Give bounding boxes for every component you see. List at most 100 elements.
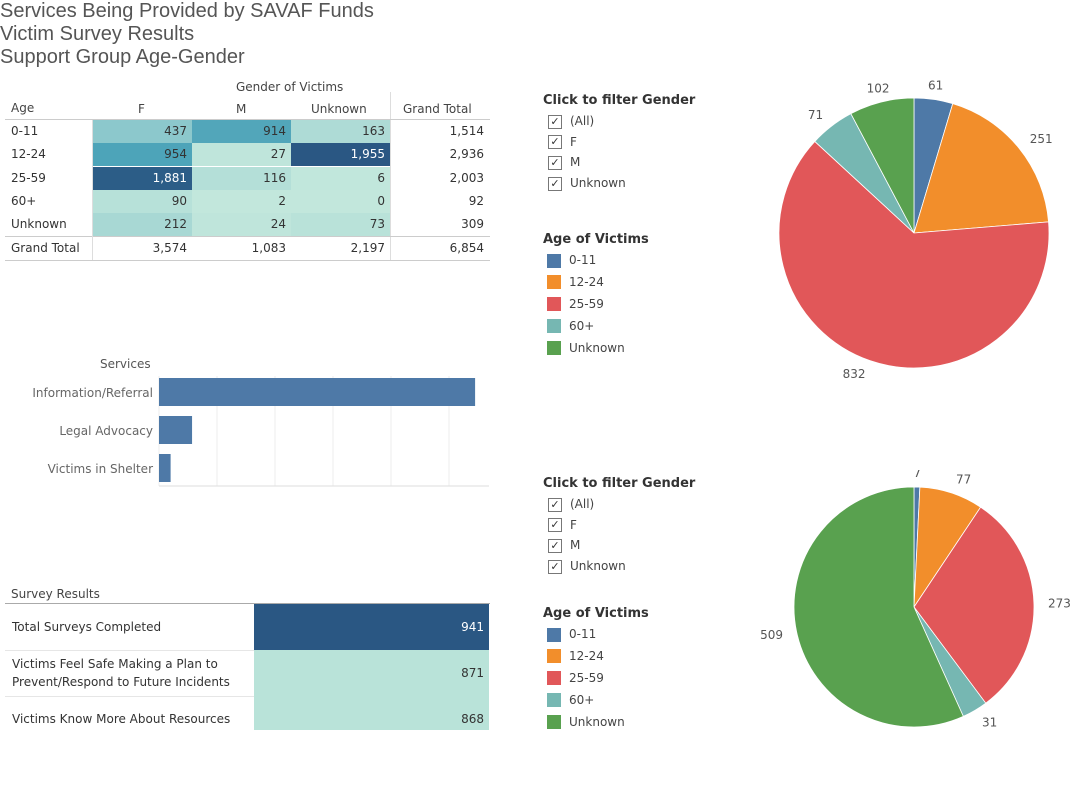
service-bar[interactable]: [159, 416, 193, 444]
heatmap-cell[interactable]: 24: [192, 213, 291, 237]
heatmap-cell[interactable]: 1,955: [291, 143, 390, 167]
gender-filter-title: Click to filter Gender: [543, 476, 696, 491]
legend-swatch: [547, 341, 561, 356]
row-header-age: Age: [11, 101, 35, 115]
filter-option-label: F: [570, 517, 577, 532]
legend-item[interactable]: 0-11: [547, 250, 596, 270]
pie-value-label: 509: [760, 628, 783, 642]
legend-swatch: [547, 671, 561, 686]
legend-item[interactable]: 60+: [547, 690, 594, 710]
heatmap-cell[interactable]: 954: [93, 143, 192, 167]
pie-value-label: 832: [843, 367, 866, 381]
column-group-title: Gender of Victims: [236, 80, 344, 94]
gender-filter-option[interactable]: ✓ (All): [548, 494, 594, 514]
filter-option-label: M: [570, 155, 581, 170]
filter-option-label: (All): [570, 497, 595, 511]
filter-option-label: F: [570, 134, 577, 149]
checkbox-checked-icon[interactable]: ✓: [548, 518, 562, 533]
checkbox-checked-icon[interactable]: ✓: [548, 135, 562, 150]
column-total: 3,574: [152, 241, 187, 255]
row-label: 12-24: [11, 147, 46, 162]
legend-item[interactable]: 0-11: [547, 624, 596, 644]
col-header-grand-total: Grand Total: [403, 102, 472, 116]
legend-item[interactable]: Unknown: [547, 338, 625, 358]
pie-value-label: 31: [982, 715, 997, 729]
survey-label: Victims Know More About Resources: [12, 712, 231, 726]
checkbox-checked-icon[interactable]: ✓: [548, 114, 562, 129]
heatmap-cell[interactable]: 1,881: [93, 166, 192, 190]
service-bar[interactable]: [159, 454, 171, 482]
checkbox-checked-icon[interactable]: ✓: [548, 559, 562, 574]
heatmap-cell[interactable]: 27: [192, 143, 291, 167]
gender-filter-title: Click to filter Gender: [543, 93, 696, 108]
heatmap-cell[interactable]: 6: [291, 166, 390, 190]
heatmap-cell[interactable]: 116: [192, 166, 291, 190]
legend-label: 12-24: [569, 648, 604, 663]
divider: [92, 120, 93, 260]
pie-slice[interactable]: [913, 506, 1035, 704]
legend-swatch: [547, 627, 561, 642]
heatmap-cell[interactable]: 437: [93, 120, 192, 143]
legend-label: 60+: [569, 318, 595, 333]
services-bar-chart: Information/Referral Legal Advocacy Victim…: [32, 376, 489, 487]
gender-filter-option[interactable]: ✓ (All): [548, 111, 594, 131]
pie-slice[interactable]: [913, 103, 1049, 234]
row-total: 2,003: [449, 170, 484, 185]
legend-label: 25-59: [569, 670, 604, 685]
row-total: 309: [461, 217, 484, 232]
checkbox-checked-icon[interactable]: ✓: [548, 497, 562, 512]
pie-slice[interactable]: [850, 97, 915, 234]
legend-item[interactable]: 12-24: [547, 272, 604, 292]
legend-label: Unknown: [569, 340, 625, 355]
legend-item[interactable]: 60+: [547, 316, 594, 336]
pie-value-label: 71: [808, 108, 823, 122]
legend-swatch: [547, 275, 561, 290]
legend-item[interactable]: 12-24: [547, 646, 604, 666]
col-header-unknown[interactable]: Unknown: [311, 102, 367, 116]
pie-value-label: 102: [867, 81, 890, 95]
checkbox-checked-icon[interactable]: ✓: [548, 176, 562, 191]
age-legend-title: Age of Victims: [543, 232, 649, 247]
survey-label: Victims Feel Safe Making a Plan to Preve…: [12, 657, 230, 689]
legend-label: 12-24: [569, 274, 604, 289]
checkbox-checked-icon[interactable]: ✓: [548, 538, 562, 553]
gender-filter-option[interactable]: ✓ M: [548, 152, 580, 172]
col-header-m[interactable]: M: [236, 102, 247, 116]
gender-filter-option[interactable]: ✓ Unknown: [548, 173, 626, 193]
heatmap-cell[interactable]: 73: [291, 213, 390, 237]
pie-value-label: 77: [956, 473, 971, 487]
survey-value[interactable]: 941: [254, 604, 489, 650]
overall-total: 6,854: [449, 241, 484, 255]
heatmap-cell[interactable]: 0: [291, 189, 390, 213]
service-label: Legal Advocacy: [59, 424, 153, 438]
legend-item[interactable]: 25-59: [547, 294, 604, 314]
legend-item[interactable]: Unknown: [547, 712, 625, 732]
gender-filter-option[interactable]: ✓ Unknown: [548, 556, 626, 576]
gender-filter-option[interactable]: ✓ M: [548, 535, 580, 555]
gender-filter-option[interactable]: ✓ F: [548, 132, 577, 152]
survey-value[interactable]: 871: [254, 650, 489, 696]
service-bar[interactable]: [159, 378, 476, 406]
heatmap-cell[interactable]: 163: [291, 120, 390, 143]
checkbox-checked-icon[interactable]: ✓: [548, 155, 562, 170]
col-header-f[interactable]: F: [138, 102, 145, 116]
filter-option-label: Unknown: [570, 176, 626, 191]
heatmap-cell[interactable]: 212: [93, 213, 192, 237]
legend-swatch: [547, 693, 561, 708]
services-chart-title: Services Being Provided by SAVAF Funds: [0, 0, 374, 22]
divider: [5, 260, 490, 261]
heatmap-cell[interactable]: 914: [192, 120, 291, 143]
pie-slice[interactable]: [778, 140, 1050, 369]
legend-item[interactable]: 25-59: [547, 668, 604, 688]
row-total: 1,514: [449, 124, 484, 138]
service-label: Information/Referral: [32, 386, 153, 400]
heatmap-cell[interactable]: 90: [93, 189, 192, 213]
heatmap-cell[interactable]: 2: [192, 189, 291, 213]
pie-slice[interactable]: [793, 486, 964, 728]
age-pie-chart: 61 251 832 71 102: [778, 79, 1053, 381]
row-label: 60+: [11, 193, 37, 208]
legend-label: 60+: [569, 692, 595, 707]
gender-filter-option[interactable]: ✓ F: [548, 515, 577, 535]
legend-swatch: [547, 253, 561, 268]
